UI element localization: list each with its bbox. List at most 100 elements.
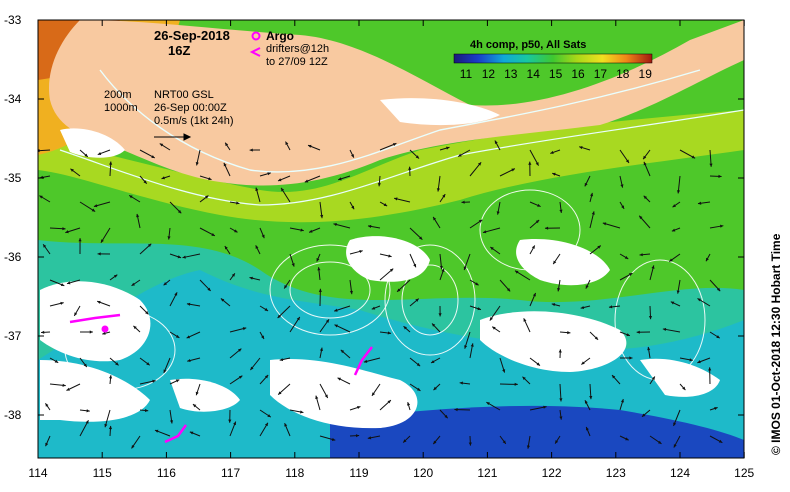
current-arrow [643,161,651,177]
current-arrow [619,272,633,281]
current-arrow [109,357,119,366]
current-arrow [673,435,681,448]
current-arrow [228,409,232,423]
current-scale-arrow [154,133,192,141]
current-arrow [619,331,631,337]
current-arrow [154,429,171,437]
current-arrow [647,346,651,359]
current-arrow [697,298,711,307]
current-arrow [199,227,216,237]
current-arrow [409,298,420,307]
current-arrow [529,292,537,307]
drifter-track [69,313,121,324]
current-arrow [379,201,388,207]
latitude-axis: -33 -34 -35 -36 -37 -38 [4,13,744,422]
current-arrow [648,305,653,320]
current-arrow [496,201,501,215]
current-arrow [557,279,561,292]
current-arrow [186,331,201,339]
current-arrow [396,279,411,293]
contour-200m [99,69,701,173]
current-arrow [584,175,591,187]
current-arrow [229,327,247,333]
lon-tick-label: 122 [542,466,562,480]
drifter-tracks [69,313,373,444]
current-arrow [363,357,381,363]
current-arrow [49,279,65,287]
current-source: NRT00 GSL [154,89,214,101]
current-arrow [78,238,82,255]
lon-tick-label: 116 [157,466,176,480]
drifter-legend-line1: drifters@12h [266,43,329,55]
current-arrow [379,142,397,151]
current-arrow [367,224,381,229]
current-arrow [229,375,243,385]
sst-warm-shelf [38,110,744,223]
current-arrow [229,421,237,437]
current-arrow [709,331,721,339]
current-arrow [671,227,681,232]
current-arrow [469,279,479,286]
current-arrow [289,316,301,333]
current-arrow [42,243,51,255]
current-arrow [709,174,722,178]
current-arrow [679,149,696,159]
current-arrow [317,267,321,281]
current-arrow [315,395,321,411]
current-arrow [189,431,201,437]
current-arrow [349,279,353,295]
lon-tick-label: 120 [413,466,433,480]
current-arrow [550,149,561,154]
current-arrow [608,305,621,309]
lon-tick-label: 123 [606,466,626,480]
current-arrow [139,175,148,185]
current-arrow [73,305,81,317]
current-arrow [349,434,360,438]
current-arrow [304,175,321,183]
lon-tick-label: 115 [93,466,112,480]
current-arrow [558,349,562,359]
plot-frame [37,19,745,459]
contour-200-label: 200m [104,89,132,101]
current-arrow [580,305,591,310]
current-arrow [491,326,501,333]
current-arrow [559,409,563,420]
colorbar-tick-label: 13 [504,67,518,81]
current-arrow [619,398,624,411]
current-arrow [709,406,718,411]
current-arrow [552,172,561,177]
current-arrow [49,301,64,307]
current-arrow [526,435,531,449]
current-arrow [371,383,381,397]
lat-tick-label: -33 [4,13,22,27]
current-arrow [139,243,152,255]
current-time: 26-Sep 00:00Z [154,102,227,114]
current-arrow [319,383,329,399]
colorbar [453,53,653,64]
current-arrow [529,219,540,229]
current-arrow [45,403,51,411]
current-arrow [159,143,171,151]
current-arrow [280,187,291,203]
current-arrow [340,349,351,359]
current-arrow [349,249,363,255]
current-arrow [619,201,625,210]
current-arrow [161,175,171,180]
current-arrow [672,201,681,208]
current-arrow [559,331,571,335]
current-arrow [705,253,711,262]
current-arrow [131,279,141,287]
lon-tick-label: 118 [285,466,304,480]
current-arrow [285,141,291,151]
current-arrow [523,318,531,333]
lon-tick-label: 124 [670,466,690,480]
current-arrow [669,253,681,262]
current-arrow [585,426,591,437]
colorbar-tick-label: 18 [616,67,630,81]
current-scale: 0.5m/s (1kt 24h) [154,115,233,127]
current-arrow [338,175,351,181]
current-arrow [581,357,591,365]
current-arrow [319,435,336,441]
lon-tick-label: 117 [221,466,240,480]
current-arrow [39,195,51,203]
